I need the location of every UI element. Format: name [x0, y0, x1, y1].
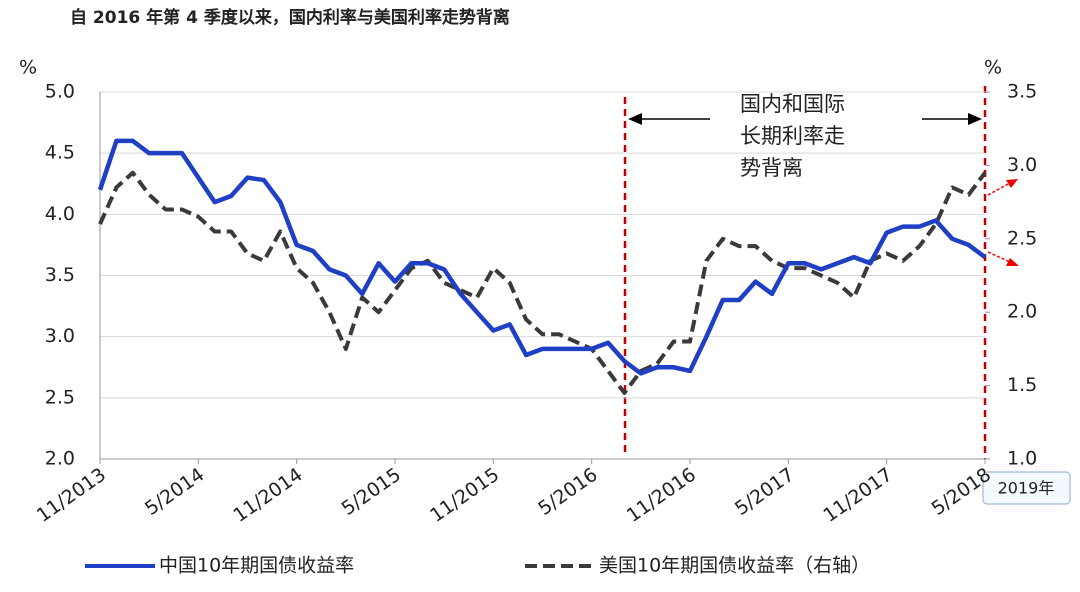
y-tick-label: 5.0: [45, 81, 75, 103]
y-tick-label: 2.0: [45, 448, 75, 470]
arrow-head: [968, 113, 982, 125]
x-tick-label: 5/2017: [731, 464, 798, 520]
legend-label: 中国10年期国债收益率: [159, 555, 354, 577]
x-tick-label: 11/2016: [623, 464, 700, 527]
annotation: 国内和国际: [740, 92, 845, 116]
y2-tick-label: 2.5: [1007, 227, 1037, 249]
y-tick-label: 4.5: [45, 142, 75, 164]
series-line: [98, 170, 987, 395]
y-tick-label: 3.5: [45, 264, 75, 286]
y-tick-label: 2.5: [45, 386, 75, 408]
arrow-head: [1006, 179, 1018, 188]
chart-title: 自 2016 年第 4 季度以来，国内利率与美国利率走势背离: [70, 7, 510, 28]
y2-tick-label: 3.0: [1007, 154, 1037, 176]
y-tick-label: 3.0: [45, 325, 75, 347]
callout-box: [982, 471, 1071, 505]
callout: 2019年: [998, 479, 1055, 498]
series-line: [97, 138, 987, 376]
y2-tick-label: 1.5: [1007, 374, 1037, 396]
arrow: [987, 251, 1011, 263]
arrow-head: [1006, 258, 1019, 266]
y2-tick-label: 3.5: [1007, 81, 1037, 103]
arrow-head: [628, 113, 642, 125]
x-tick-label: 5/2016: [534, 464, 601, 520]
arrow: [987, 182, 1011, 196]
x-tick-label: 5/2014: [141, 464, 208, 520]
annotation: 长期利率走: [740, 124, 845, 148]
x-tick-label: 11/2015: [426, 464, 503, 527]
y2-tick-label: 1.0: [1007, 448, 1037, 470]
legend-label: 美国10年期国债收益率（右轴）: [599, 555, 870, 577]
x-tick-label: 11/2014: [229, 464, 306, 527]
x-tick-label: 5/2015: [338, 464, 405, 520]
y-tick-label: 4.0: [45, 203, 75, 225]
annotation: 势背离: [740, 156, 803, 180]
x-tick-label: 11/2017: [819, 464, 896, 527]
y2-tick-label: 2.0: [1007, 301, 1037, 323]
y2-unit: %: [984, 57, 1002, 79]
y-unit: %: [19, 57, 37, 79]
x-tick-label: 11/2013: [33, 464, 110, 527]
